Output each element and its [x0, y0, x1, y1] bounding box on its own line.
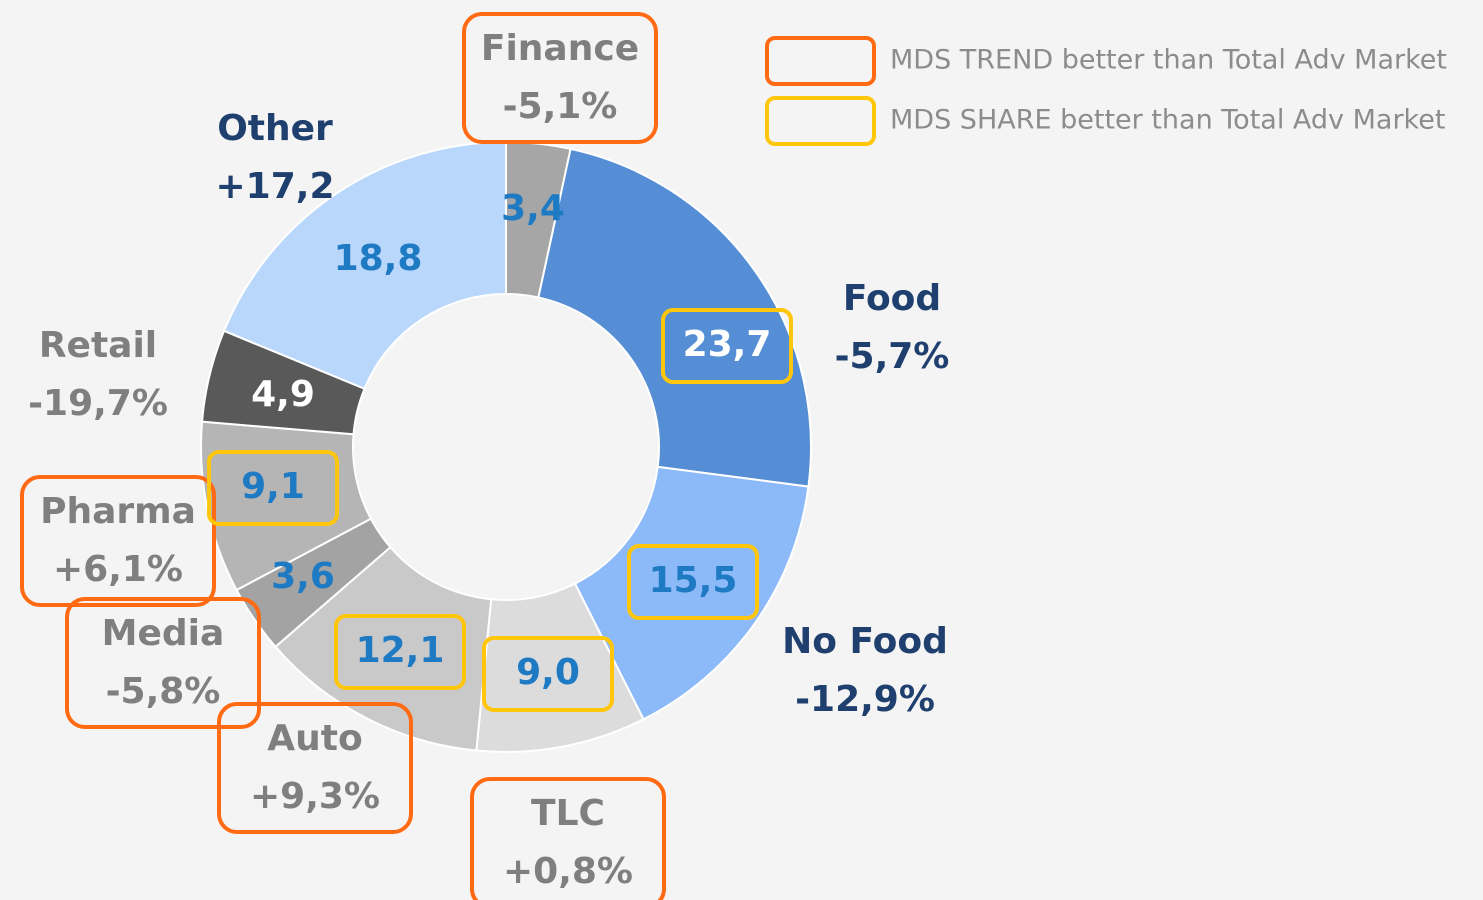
trend-label: -19,7%: [28, 383, 168, 424]
trend-highlight-box: [217, 702, 413, 834]
trend-highlight-box: [65, 597, 261, 729]
trend-label: +0,8%: [503, 851, 633, 892]
legend-label: MDS TREND better than Total Adv Market: [890, 45, 1447, 76]
category-label: Media: [102, 613, 225, 654]
category-label: TLC: [531, 793, 605, 834]
legend-label: MDS SHARE better than Total Adv Market: [890, 105, 1445, 136]
value-label: 3,4: [501, 188, 565, 229]
trend-highlight-box: [470, 777, 666, 900]
share-highlight-box: [627, 544, 759, 620]
share-highlight-box: [207, 450, 339, 526]
value-label: 9,0: [516, 652, 580, 693]
share-highlight-box: [334, 614, 466, 690]
category-label: Food: [843, 278, 941, 319]
donut-slice: [537, 147, 812, 488]
trend-label: +6,1%: [53, 549, 183, 590]
trend-label: -5,7%: [835, 336, 950, 377]
legend-swatch: [765, 96, 876, 146]
trend-highlight-box: [462, 12, 658, 144]
value-label: 4,9: [251, 374, 315, 415]
trend-label: -5,8%: [106, 671, 221, 712]
share-highlight-box: [482, 636, 614, 712]
value-label: 3,6: [271, 556, 335, 597]
value-label: 9,1: [241, 466, 305, 507]
trend-highlight-box: [20, 475, 216, 607]
value-label: 12,1: [356, 630, 445, 671]
value-label: 15,5: [649, 560, 738, 601]
value-label: 18,8: [334, 238, 423, 279]
trend-label: +17,2: [216, 166, 335, 207]
trend-label: +9,3%: [250, 776, 380, 817]
share-highlight-box: [661, 308, 793, 384]
category-label: Finance: [481, 28, 639, 69]
donut-slice: [573, 465, 810, 721]
category-label: Auto: [267, 718, 362, 759]
value-label: 23,7: [683, 324, 772, 365]
trend-label: -12,9%: [795, 679, 935, 720]
category-label: No Food: [782, 621, 948, 662]
donut-hole: [354, 295, 658, 599]
legend-swatch: [765, 36, 876, 86]
trend-label: -5,1%: [503, 86, 618, 127]
category-label: Other: [217, 108, 333, 149]
category-label: Pharma: [40, 491, 196, 532]
category-label: Retail: [39, 325, 157, 366]
